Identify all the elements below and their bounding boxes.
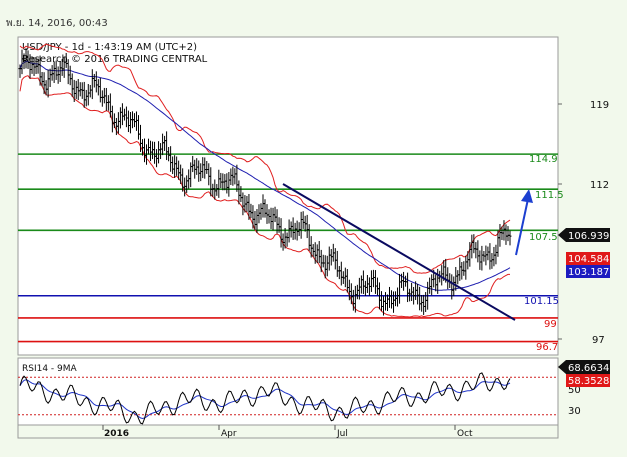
y-tick-label: 119 (590, 100, 609, 111)
level-label-101-15: 101.15 (524, 296, 559, 307)
price-tag-bollinger (566, 252, 610, 265)
level-labels: 114.9 111.5 107.5 101.15 99 96.7 (524, 154, 564, 353)
x-axis: 2016 Apr Jul Oct (102, 425, 473, 439)
y-tick-label: 112 (590, 180, 609, 191)
level-label-96-7: 96.7 (536, 342, 558, 353)
y-tick-label: 97 (592, 335, 605, 346)
price-tag-bollinger-label: 104.584 (568, 254, 609, 265)
date-axis (17, 424, 559, 439)
bollinger-lower-band (19, 75, 510, 318)
rsi-ma-tag-label: 58.3528 (568, 376, 609, 387)
chart-title: USD/JPY - 1d - 1:43:19 AM (UTC+2) (22, 42, 197, 53)
rsi-ma-tag (566, 374, 610, 387)
level-label-114-9: 114.9 (529, 154, 558, 165)
x-tick-label: Oct (457, 429, 473, 439)
rsi-layer (18, 372, 558, 425)
downtrend-line (282, 183, 516, 321)
price-y-axis: 119 112 97 (558, 100, 609, 346)
bollinger-upper-band (19, 43, 511, 274)
rsi-line (19, 372, 511, 425)
x-tick-label: Jul (336, 429, 348, 439)
rsi-title: RSI14 - 9MA (22, 364, 78, 374)
y-tick-label: 50 (568, 385, 581, 396)
price-tag-ma-label: 103.187 (568, 267, 609, 278)
x-tick-label: Apr (221, 429, 237, 439)
ohlc-bars-layer (18, 48, 512, 316)
forecast-arrow (515, 189, 533, 256)
price-tags: 106.939 104.584 103.187 68.6634 58.3528 (558, 228, 610, 387)
level-label-107-5: 107.5 (529, 232, 558, 243)
level-label-99: 99 (544, 319, 557, 330)
rsi-tag (558, 360, 610, 374)
levels-layer (18, 153, 558, 343)
timestamp: พ.ย. 14, 2016, 00:43 (6, 18, 108, 29)
price-tag-current-label: 106.939 (568, 231, 609, 242)
x-tick-label: 2016 (104, 429, 129, 439)
chart-copyright: Research © 2016 TRADING CENTRAL (22, 54, 208, 65)
rsi-panel (17, 357, 559, 426)
price-tag-ma (566, 265, 610, 278)
price-panel (17, 36, 559, 356)
y-tick-label: 30 (568, 406, 581, 417)
level-label-111-5: 111.5 (535, 190, 564, 201)
price-tag-current (558, 228, 610, 242)
rsi-y-axis: 50 30 (568, 385, 581, 417)
rsi-tag-label: 68.6634 (568, 363, 609, 374)
